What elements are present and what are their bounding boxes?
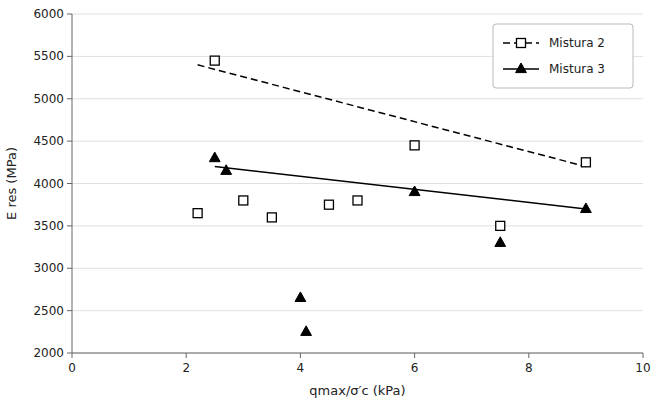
x-tick-label: 0 <box>68 361 76 375</box>
grid <box>72 14 643 353</box>
grid-line <box>72 268 643 269</box>
point <box>193 209 202 218</box>
x-tick-label: 8 <box>525 361 533 375</box>
legend-box <box>493 24 633 88</box>
point <box>410 141 419 150</box>
legend-marker <box>516 63 527 73</box>
x-tick <box>414 353 415 358</box>
y-tick <box>67 310 72 311</box>
y-tick <box>67 268 72 269</box>
point <box>409 186 420 196</box>
x-tick <box>643 353 644 358</box>
legend: Mistura 2 Mistura 3 <box>493 24 633 88</box>
point <box>209 152 220 162</box>
y-tick-label: 3000 <box>33 261 64 275</box>
y-tick <box>67 56 72 57</box>
y-tick <box>67 353 72 354</box>
y-tick-label: 4500 <box>33 134 64 148</box>
y-tick-label: 5000 <box>33 92 64 106</box>
x-axis-label: qmax/σ′c (kPa) <box>309 383 405 398</box>
axes: 0 2 4 6 8 10 2000 2500 3000 3500 4000 4500 5000 5500 6… <box>33 7 650 375</box>
chart: 0 2 4 6 8 10 2000 2500 3000 3500 4000 4500 5000 5500 6… <box>0 0 659 405</box>
x-tick-label: 10 <box>635 361 650 375</box>
point <box>301 326 312 336</box>
y-axis-label: E res (MPa) <box>4 147 19 220</box>
y-tick <box>67 225 72 226</box>
point <box>267 213 276 222</box>
x-tick <box>186 353 187 358</box>
grid-line <box>72 353 643 354</box>
plot-area <box>193 56 591 335</box>
y-tick-label: 6000 <box>33 7 64 21</box>
point <box>353 196 362 205</box>
y-tick <box>67 14 72 15</box>
point <box>221 165 232 175</box>
legend-label: Mistura 3 <box>549 62 605 76</box>
y-tick <box>67 98 72 99</box>
grid-line <box>72 225 643 226</box>
legend-label: Mistura 2 <box>549 36 605 50</box>
x-tick-label: 4 <box>297 361 305 375</box>
x-tick-label: 2 <box>182 361 190 375</box>
point <box>324 200 333 209</box>
trend-line <box>215 167 586 209</box>
point <box>495 237 506 247</box>
point <box>239 196 248 205</box>
point <box>581 203 592 213</box>
y-tick-label: 5500 <box>33 49 64 63</box>
grid-line <box>72 14 643 15</box>
y-tick-label: 2000 <box>33 346 64 360</box>
legend-marker <box>517 39 526 48</box>
point <box>581 158 590 167</box>
y-tick <box>67 183 72 184</box>
point <box>295 292 306 302</box>
grid-line <box>72 98 643 99</box>
y-tick-label: 4000 <box>33 177 64 191</box>
x-tick <box>72 353 73 358</box>
y-tick-label: 2500 <box>33 304 64 318</box>
x-axis-line <box>72 353 643 354</box>
point <box>210 56 219 65</box>
grid-line <box>72 310 643 311</box>
grid-line <box>72 141 643 142</box>
x-tick-label: 6 <box>411 361 419 375</box>
point <box>496 221 505 230</box>
x-tick <box>528 353 529 358</box>
x-tick <box>300 353 301 358</box>
y-tick-label: 3500 <box>33 219 64 233</box>
y-tick <box>67 141 72 142</box>
